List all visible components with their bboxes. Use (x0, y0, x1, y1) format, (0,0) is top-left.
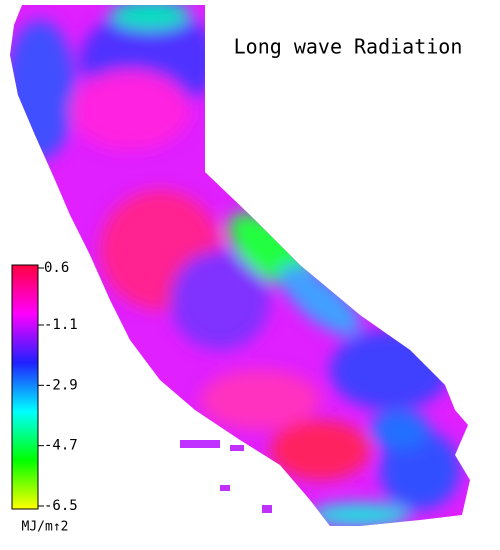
colorbar-unit: MJ/m↑2 (22, 520, 69, 535)
colorbar-tick-label: 0.6 (44, 260, 69, 276)
colorbar: 0.6 -1.1 -2.9 -4.7 -6.5 (11, 260, 78, 514)
colorbar-tick-label: -1.1 (44, 317, 78, 333)
map-title: Long wave Radiation (234, 35, 463, 59)
colorbar-tick-label: -2.9 (44, 377, 78, 393)
colorbar-tick-label: -4.7 (44, 438, 78, 454)
colorbar-gradient (11, 264, 39, 510)
colorbar-tick-label: -6.5 (44, 498, 78, 514)
islands (180, 440, 272, 513)
